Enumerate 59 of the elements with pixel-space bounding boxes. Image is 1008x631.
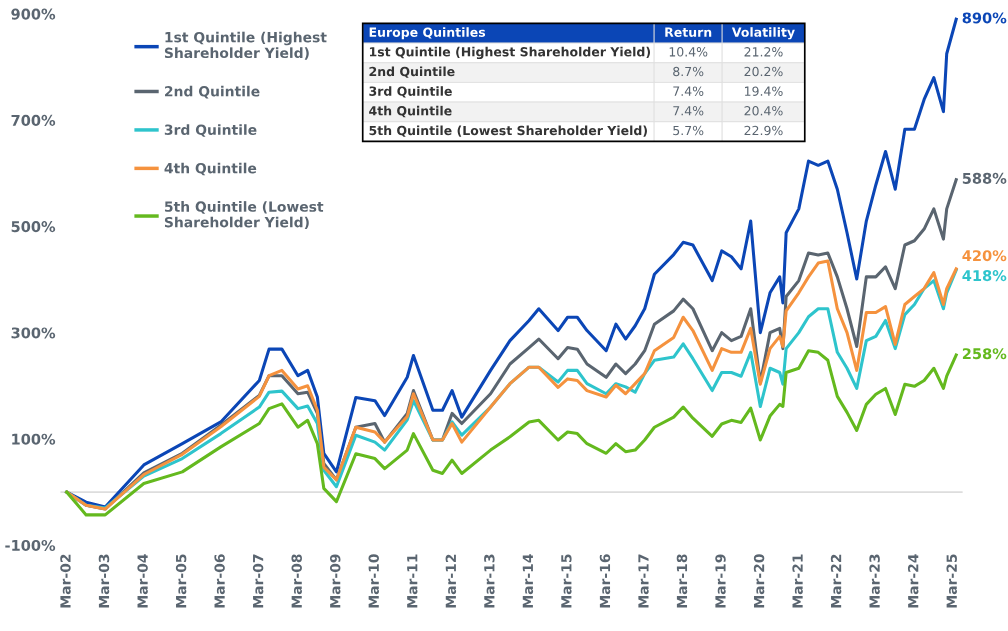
x-tick-label: Mar-07 [252,554,264,608]
x-tick-label: Mar-18 [676,554,688,608]
x-tick-label: Mar-20 [753,554,765,608]
legend-label: 1st Quintile (Highest Shareholder Yield) [164,31,327,60]
legend-label: 5th Quintile (Lowest Shareholder Yield) [164,201,324,230]
y-tick-label: 900% [11,8,56,20]
x-tick-label: Mar-03 [98,554,110,608]
annotation: 20.2% [744,66,783,77]
x-tick-label: Mar-15 [561,554,572,608]
annotation: 1st Quintile (Highest Shareholder Yield) [369,46,651,60]
x-tick-label: Mar-13 [484,554,495,608]
annotation: 7.4% [673,106,704,116]
annotation: 588% [962,172,1007,184]
x-tick-label: Mar-04 [137,554,148,608]
x-tick-label: Mar-17 [638,554,649,608]
annotation: Return [665,27,712,37]
line-series [65,349,958,517]
annotation: 890% [962,12,1007,24]
x-tick-label: Mar-14 [522,554,534,608]
legend-label: 4th Quintile [164,162,257,176]
x-tick-label: Mar-23 [869,554,880,608]
annotation: 19.4% [744,86,783,96]
legend-label: 3rd Quintile [164,124,257,137]
annotation: Europe Quintiles [369,27,486,40]
annotation: 258% [962,348,1007,360]
x-tick-label: Mar-10 [368,554,379,608]
annotation: Volatility [731,27,795,40]
annotation: 3rd Quintile [369,86,452,98]
x-tick-label: Mar-06 [214,554,225,608]
x-tick-label: Mar-16 [599,554,611,608]
x-tick-label: Mar-12 [445,554,457,608]
annotation: 2nd Quintile [369,66,455,78]
legend-label: 2nd Quintile [165,85,260,99]
annotation: 4th Quintile [369,105,452,118]
x-tick-label: Mar-22 [830,554,842,608]
x-tick-label: Mar-24 [907,554,919,608]
annotation: 5.7% [673,125,704,136]
x-tick-label: Mar-02 [60,554,71,608]
annotation: 420% [962,250,1007,262]
x-tick-label: Mar-21 [792,554,803,608]
y-tick-label: 300% [11,327,56,339]
x-tick-label: Mar-05 [175,554,187,608]
annotation: 7.4% [673,86,704,96]
x-tick-label: Mar-19 [715,554,726,608]
annotation: 20.4% [744,106,783,116]
x-tick-label: Mar-09 [329,554,341,608]
annotation: 22.9% [744,125,783,136]
y-tick-label: 700% [11,114,56,126]
annotation: 418% [962,270,1007,282]
annotation: 5th Quintile (Lowest Shareholder Yield) [369,125,647,137]
annotation: 8.7% [673,66,704,77]
annotation: 21.2% [744,47,783,57]
x-tick-label: Mar-08 [291,554,302,608]
x-tick-label: Mar-11 [407,554,418,608]
annotation: 10.4% [669,47,708,57]
y-tick-label: 100% [12,433,56,445]
x-tick-label: Mar-25 [946,554,957,608]
y-tick-label: 500% [11,221,56,233]
y-tick-label: -100% [5,539,56,551]
